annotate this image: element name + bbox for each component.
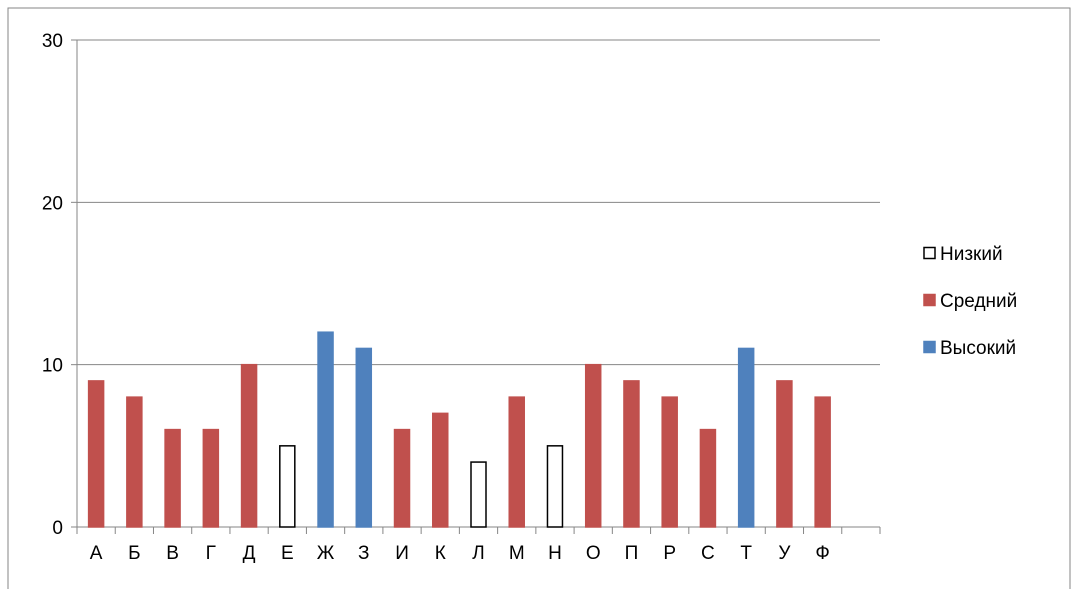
- chart-border: [7, 7, 1071, 589]
- x-tick-label: Д: [243, 543, 256, 564]
- bar-12: [508, 396, 525, 528]
- legend-label: Высокий: [940, 338, 1016, 359]
- y-tick-label: 20: [42, 193, 63, 214]
- x-tick-label: Ж: [317, 543, 335, 564]
- x-tick-label: А: [90, 543, 103, 564]
- legend-swatch: [923, 246, 936, 260]
- x-tick-label: К: [435, 543, 446, 564]
- bar-14: [584, 363, 602, 528]
- x-tick-label: О: [586, 543, 601, 564]
- x-tick-label: Ф: [815, 543, 829, 564]
- x-tick-label: У: [778, 543, 791, 564]
- x-tick-label: Б: [128, 543, 140, 564]
- gridlines: [77, 39, 880, 366]
- bar-7: [317, 331, 334, 528]
- y-tick-label: 30: [42, 31, 63, 52]
- bar-13: [546, 445, 564, 528]
- bar-11: [470, 461, 487, 528]
- x-tick-label: М: [509, 543, 525, 564]
- x-tick-label: И: [395, 543, 409, 564]
- bar-2: [126, 396, 143, 528]
- bar-9: [393, 428, 411, 528]
- legend-swatch: [923, 293, 936, 307]
- bar-3: [164, 428, 181, 528]
- bar-19: [776, 380, 793, 528]
- x-tick-label: Г: [206, 543, 216, 564]
- y-tick-labels: 0 10 20 30: [42, 31, 63, 539]
- legend-label: Средний: [940, 291, 1017, 312]
- x-tick-label: З: [358, 543, 369, 564]
- x-tick-label: В: [166, 543, 179, 564]
- bar-15: [623, 380, 640, 528]
- bar-17: [699, 428, 717, 528]
- x-tick-label: Т: [740, 543, 752, 564]
- x-tick-label: П: [625, 543, 639, 564]
- x-tick-label: Н: [548, 543, 562, 564]
- legend-label: Низкий: [940, 244, 1003, 265]
- bar-1: [87, 380, 105, 528]
- bar-10: [432, 412, 449, 528]
- y-tick-label: 10: [42, 356, 63, 377]
- bars: [87, 331, 831, 528]
- bar-5: [240, 363, 258, 528]
- bar-18: [737, 347, 755, 528]
- x-tick-label: Е: [281, 543, 294, 564]
- bar-8: [355, 347, 373, 528]
- bar-20: [814, 396, 831, 528]
- legend: Низкий Средний Высокий: [923, 244, 1017, 359]
- x-tick-label: С: [701, 543, 715, 564]
- axes: [71, 39, 881, 534]
- bar-4: [202, 428, 220, 528]
- bar-16: [661, 396, 678, 528]
- x-tick-label: Р: [663, 543, 676, 564]
- y-tick-label: 0: [52, 518, 63, 539]
- x-tick-label: Л: [472, 543, 484, 564]
- bar-6: [279, 445, 296, 528]
- legend-swatch: [923, 340, 936, 354]
